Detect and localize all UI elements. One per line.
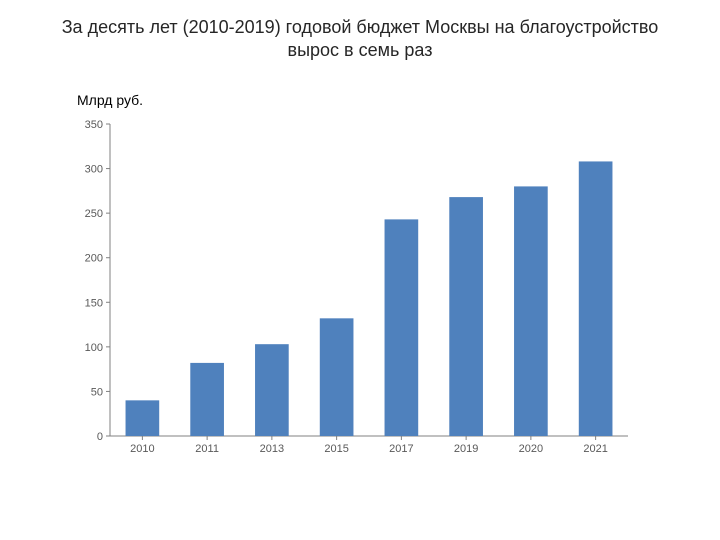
chart-title: За десять лет (2010-2019) годовой бюджет… bbox=[0, 0, 720, 63]
y-axis-unit-label: Млрд руб. bbox=[77, 92, 143, 108]
bar bbox=[190, 363, 224, 436]
y-tick-label: 350 bbox=[85, 119, 103, 131]
slide: За десять лет (2010-2019) годовой бюджет… bbox=[0, 0, 720, 540]
bar bbox=[320, 318, 354, 436]
x-tick-label: 2017 bbox=[389, 443, 413, 455]
bar bbox=[126, 400, 160, 436]
bar bbox=[449, 197, 483, 436]
y-tick-label: 200 bbox=[85, 253, 103, 265]
x-tick-label: 2015 bbox=[324, 443, 348, 455]
x-tick-label: 2013 bbox=[260, 443, 284, 455]
bar bbox=[385, 219, 419, 436]
y-tick-label: 100 bbox=[85, 342, 103, 354]
y-tick-label: 150 bbox=[85, 297, 103, 309]
bar bbox=[255, 344, 289, 436]
y-tick-label: 250 bbox=[85, 208, 103, 220]
bar-chart-svg: 0 50 100 150 200 250 300 350 2010 2011 2013 2015 201… bbox=[76, 118, 636, 458]
y-tick-label: 0 bbox=[97, 431, 103, 443]
x-tick-label: 2020 bbox=[519, 443, 543, 455]
bar-chart: 0 50 100 150 200 250 300 350 2010 2011 2013 2015 201… bbox=[76, 118, 666, 498]
y-tick-label: 50 bbox=[91, 386, 103, 398]
x-tick-label: 2019 bbox=[454, 443, 478, 455]
x-tick-label: 2021 bbox=[583, 443, 607, 455]
chart-title-line1: За десять лет (2010-2019) годовой бюджет… bbox=[62, 17, 659, 37]
chart-title-line2: вырос в семь раз bbox=[288, 40, 433, 60]
x-tick-label: 2010 bbox=[130, 443, 154, 455]
x-tick-label: 2011 bbox=[195, 443, 219, 455]
bar bbox=[579, 161, 613, 436]
y-tick-label: 300 bbox=[85, 164, 103, 176]
bar bbox=[514, 186, 548, 436]
